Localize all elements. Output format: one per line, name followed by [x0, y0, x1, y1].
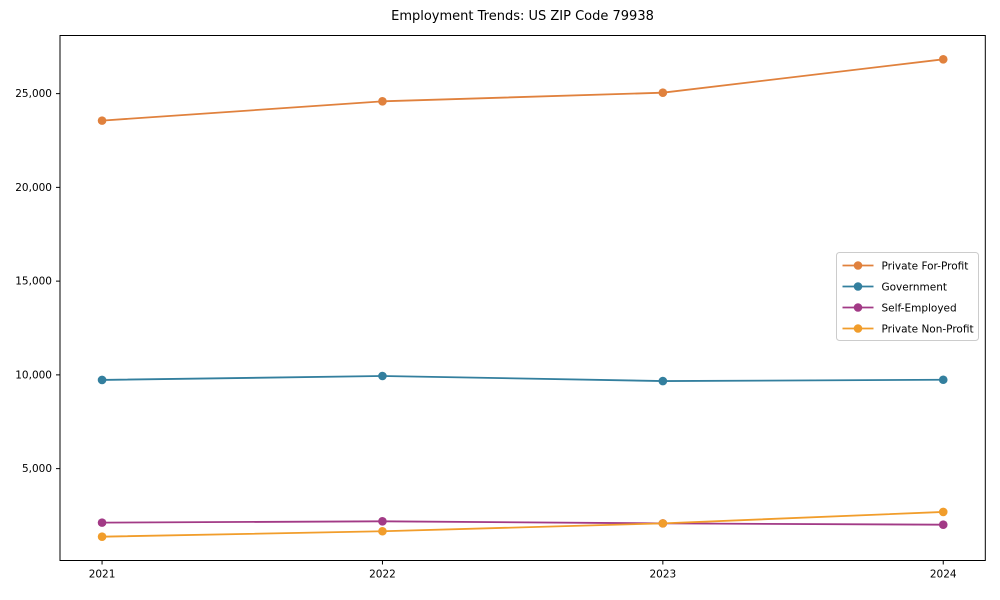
y-axis-tick-label: 15,000 [15, 276, 52, 288]
legend-label: Private Non-Profit [882, 323, 974, 335]
series-line [101, 520, 945, 526]
legend-marker [853, 324, 863, 333]
x-axis-tick-label: 2021 [89, 569, 116, 581]
series-line [101, 58, 945, 122]
legend-marker [853, 303, 863, 312]
data-point-marker [938, 520, 948, 529]
data-point-marker [378, 526, 387, 536]
x-axis-tick-label: 2024 [930, 569, 957, 581]
data-point-marker [97, 532, 107, 541]
data-point-marker [97, 375, 107, 385]
data-point-marker [658, 519, 668, 528]
x-axis-tick-label: 2022 [369, 569, 396, 581]
legend-box [836, 252, 979, 341]
plot-area-border [59, 35, 986, 561]
data-point-marker [378, 371, 387, 381]
data-point-marker [938, 55, 948, 64]
x-axis-tick-label: 2023 [649, 569, 676, 581]
data-point-marker [658, 376, 668, 386]
data-point-marker [658, 88, 668, 97]
y-axis-tick-label: 5,000 [22, 463, 52, 475]
data-point-marker [97, 116, 107, 125]
legend-marker [853, 261, 863, 270]
legend-label: Self-Employed [882, 302, 957, 314]
data-point-marker [378, 97, 387, 106]
y-axis-tick-label: 10,000 [15, 369, 52, 381]
data-point-marker [378, 517, 387, 526]
data-point-marker [938, 507, 948, 517]
data-point-marker [938, 375, 948, 385]
chart-title: Employment Trends: US ZIP Code 79938 [391, 9, 654, 24]
series-line [101, 375, 945, 382]
legend-label: Private For-Profit [882, 260, 969, 272]
series-line [101, 511, 945, 538]
legend-label: Government [882, 281, 947, 293]
y-axis-tick-label: 20,000 [15, 182, 52, 194]
data-point-marker [97, 518, 107, 527]
legend-marker [853, 282, 863, 291]
y-axis-tick-label: 25,000 [15, 88, 52, 100]
